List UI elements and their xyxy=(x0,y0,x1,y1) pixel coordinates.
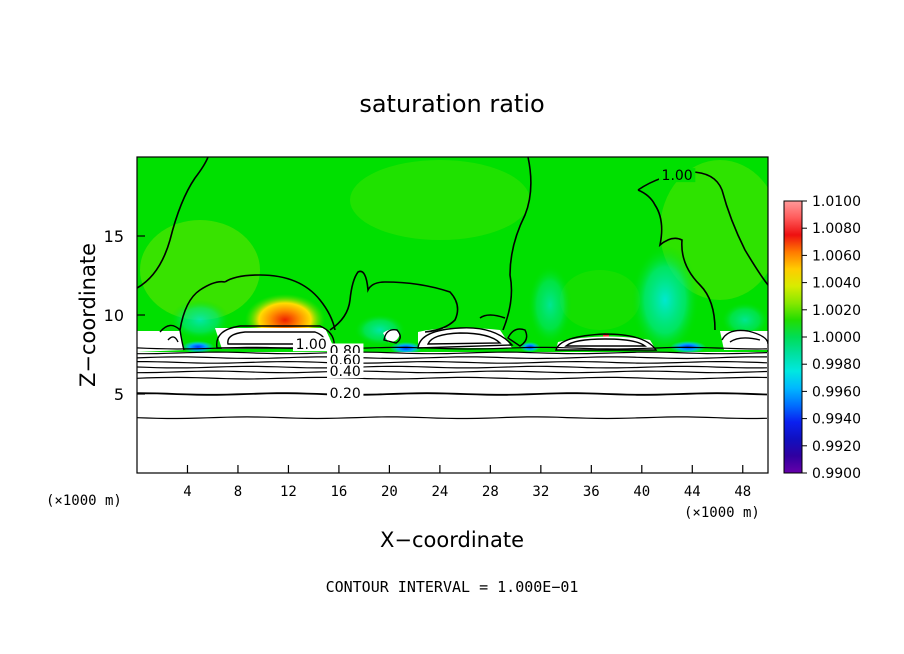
contour-label: 1.00 xyxy=(662,168,693,184)
x-tick-label: 28 xyxy=(482,484,499,500)
layered-contours xyxy=(137,346,768,420)
field-cyan-region xyxy=(528,265,572,345)
x-tick-label: 4 xyxy=(183,484,191,500)
x-tick-label: 16 xyxy=(330,484,347,500)
colorbar-tick-label: 0.9980 xyxy=(812,357,861,373)
field-patch xyxy=(140,220,260,320)
x-axis-label: X−coordinate xyxy=(380,528,524,552)
layered-contour-line xyxy=(137,376,768,380)
x-tick-label: 40 xyxy=(633,484,650,500)
field-patch xyxy=(350,160,530,240)
y-tick-label: 5 xyxy=(114,385,124,404)
y-tick-label: 15 xyxy=(104,227,124,246)
x-tick-label: 48 xyxy=(734,484,751,500)
colorbar-tick-label: 1.0000 xyxy=(812,330,861,346)
x-unit-left: (×1000 m) xyxy=(46,493,122,509)
layered-contour-line xyxy=(137,370,768,374)
colorbar-tick-label: 1.0040 xyxy=(812,276,861,292)
x-tick-label: 8 xyxy=(234,484,242,500)
x-tick-label: 44 xyxy=(684,484,701,500)
colorbar-ticks: 1.0100 1.0080 1.0060 1.0040 1.0020 1.0000 0.99… xyxy=(802,194,861,482)
contour-label-background xyxy=(327,352,364,367)
contour-labels: 1.001.00 0.800.600.400.20 xyxy=(292,168,696,402)
x-tick-label: 12 xyxy=(280,484,297,500)
contour-label-background xyxy=(658,168,696,183)
layered-contour-line xyxy=(137,360,768,364)
layered-contour-line xyxy=(137,351,768,355)
x-tick-label: 36 xyxy=(583,484,600,500)
colorbar-tick-label: 0.9940 xyxy=(812,412,861,428)
x-axis-ticks: 4 8 12 16 20 24 28 32 36 40 44 48 xyxy=(183,465,751,500)
colorbar-tick-label: 0.9960 xyxy=(812,384,861,400)
colorbar-fill xyxy=(783,200,803,474)
layered-contour-line xyxy=(137,392,768,396)
y-tick-label: 10 xyxy=(104,306,124,325)
field-patch xyxy=(560,270,640,330)
contour-label: 0.40 xyxy=(330,364,361,380)
layered-contour-line xyxy=(137,416,768,420)
colorbar-tick-label: 0.9920 xyxy=(812,439,861,455)
subsaturated-region xyxy=(137,352,768,473)
cloud-free-area xyxy=(720,331,768,350)
contour-label-background xyxy=(292,337,330,352)
colorbar: 1.0100 1.0080 1.0060 1.0040 1.0020 1.0000 0.99… xyxy=(783,194,861,482)
field-blue-spot xyxy=(390,342,422,354)
field-cyan-region xyxy=(721,302,768,338)
colorbar-tick-label: 1.0020 xyxy=(812,303,861,319)
layered-contour-line xyxy=(137,365,768,369)
layered-contour-line xyxy=(137,346,768,350)
y-axis-ticks: 5 10 15 xyxy=(104,227,145,404)
contour-label-background xyxy=(327,386,364,401)
x-tick-label: 20 xyxy=(381,484,398,500)
contour-label: 1.00 xyxy=(296,337,327,353)
colorbar-tick-label: 0.9900 xyxy=(812,466,861,482)
y-axis-label: Z−coordinate xyxy=(76,243,100,387)
plot-area xyxy=(137,157,768,473)
colorbar-tick-label: 1.0080 xyxy=(812,221,861,237)
layered-contour-line xyxy=(137,356,767,360)
colorbar-tick-label: 1.0100 xyxy=(812,194,861,210)
contour-label: 0.20 xyxy=(330,386,361,402)
cloud-edge-contours xyxy=(159,324,768,351)
cloud-free-area xyxy=(137,331,184,352)
x-tick-label: 24 xyxy=(431,484,448,500)
x-tick-label: 32 xyxy=(532,484,549,500)
contour-interval-note: CONTOUR INTERVAL = 1.000E−01 xyxy=(326,578,579,596)
x-unit-right: (×1000 m) xyxy=(684,505,760,521)
chart-title: saturation ratio xyxy=(359,90,544,118)
contour-label-background xyxy=(327,364,364,379)
colorbar-tick-label: 1.0060 xyxy=(812,248,861,264)
field-blue-spot xyxy=(182,341,214,353)
field-cyan-region xyxy=(631,245,699,355)
